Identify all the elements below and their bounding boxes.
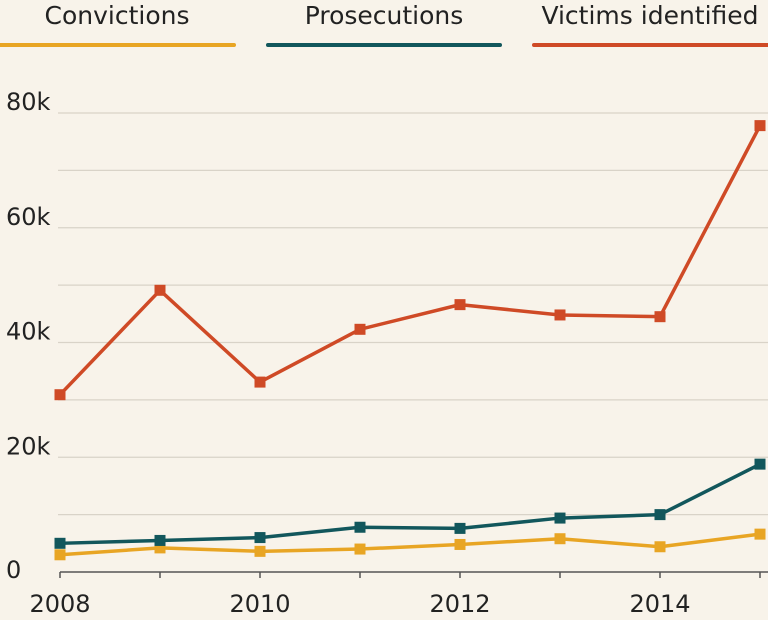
x-tick-label-2014: 2014 xyxy=(629,590,690,618)
data-point-prosecutions-2008 xyxy=(54,537,66,549)
data-point-victims-identified-2009 xyxy=(154,284,166,296)
data-point-victims-identified-2015 xyxy=(754,120,766,132)
data-point-convictions-2009 xyxy=(154,542,166,554)
y-axis-ticks: 0 20k 40k 60k 80k xyxy=(6,88,51,584)
x-axis: 2008 2010 2012 2014 xyxy=(29,571,768,618)
series-line-convictions xyxy=(59,532,761,557)
legend: Convictions Prosecutions Victims identifie… xyxy=(0,1,768,47)
y-tick-label-20k: 20k xyxy=(6,432,51,460)
x-tick-label-2008: 2008 xyxy=(29,590,90,618)
legend-label-2: Victims identified xyxy=(541,1,758,30)
data-point-convictions-2008 xyxy=(54,549,66,561)
x-tick-label-2012: 2012 xyxy=(429,590,490,618)
x-tick-label-2010: 2010 xyxy=(229,590,290,618)
data-point-victims-identified-2011 xyxy=(354,323,366,335)
legend-label-0: Convictions xyxy=(45,1,190,30)
data-point-prosecutions-2013 xyxy=(554,512,566,524)
data-point-prosecutions-2014 xyxy=(654,509,666,521)
data-point-victims-identified-2010 xyxy=(254,376,266,388)
series-line-victims-identified xyxy=(58,124,762,396)
gridlines xyxy=(58,112,768,516)
data-point-convictions-2015 xyxy=(754,528,766,540)
y-tick-label-80k: 80k xyxy=(6,88,51,116)
data-point-prosecutions-2011 xyxy=(354,521,366,533)
data-point-convictions-2010 xyxy=(254,545,266,557)
legend-label-1: Prosecutions xyxy=(305,1,464,30)
data-point-convictions-2013 xyxy=(554,533,566,545)
data-point-prosecutions-2012 xyxy=(454,522,466,534)
data-point-convictions-2011 xyxy=(354,543,366,555)
y-tick-label-40k: 40k xyxy=(6,318,51,346)
data-point-prosecutions-2009 xyxy=(154,534,166,546)
data-point-convictions-2012 xyxy=(454,538,466,550)
data-point-victims-identified-2013 xyxy=(554,309,566,321)
y-tick-label-60k: 60k xyxy=(6,203,51,231)
data-point-victims-identified-2012 xyxy=(454,299,466,311)
data-point-victims-identified-2008 xyxy=(54,389,66,401)
data-point-prosecutions-2010 xyxy=(254,532,266,544)
data-point-prosecutions-2015 xyxy=(754,458,766,470)
series-group xyxy=(54,120,766,561)
series-line-prosecutions xyxy=(59,462,761,546)
data-point-victims-identified-2014 xyxy=(654,311,666,323)
y-tick-label-0: 0 xyxy=(6,556,21,584)
data-point-convictions-2014 xyxy=(654,541,666,553)
